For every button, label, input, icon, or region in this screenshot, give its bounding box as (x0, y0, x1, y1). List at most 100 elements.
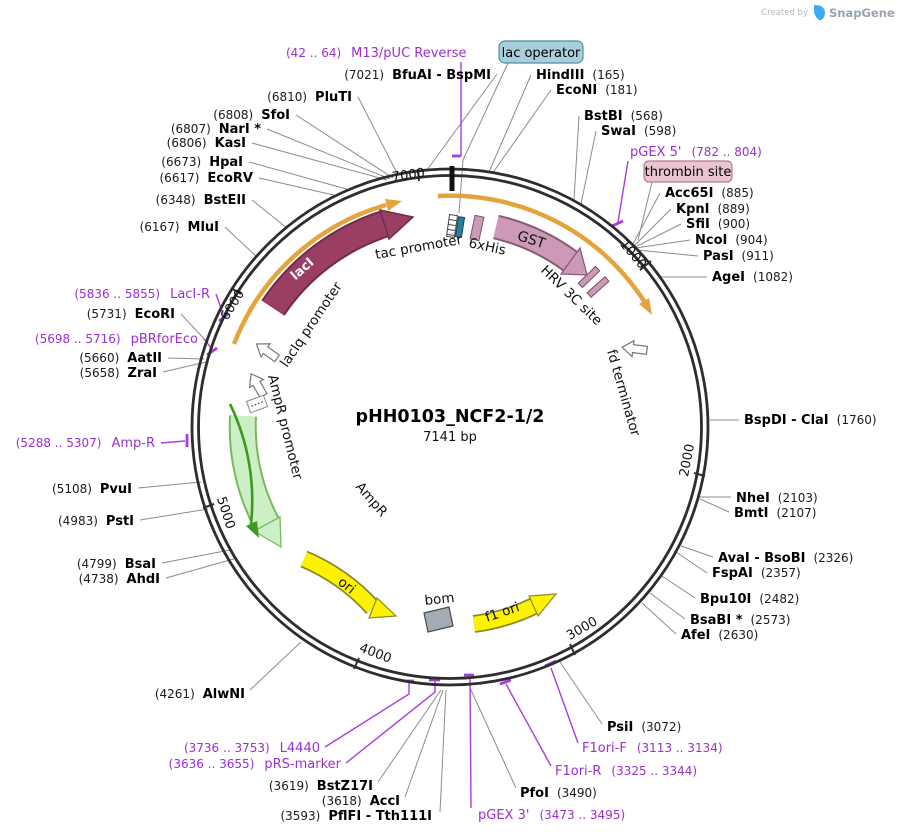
enzyme-label-bspdi-clai: BspDI - ClaI (1760) (744, 413, 877, 428)
callout-line (167, 357, 205, 360)
enzyme-label-bpu10i: Bpu10I (2482) (700, 592, 799, 607)
primer-tick (611, 219, 624, 228)
enzyme-label-pflfi-tth111i: (3593) PflFI - Tth111I (280, 809, 432, 824)
callout-line (636, 249, 699, 257)
enzyme-label-kpni: KpnI (889) (676, 202, 750, 217)
f1-ori-feature (472, 593, 558, 633)
primer-callout (617, 160, 629, 223)
enzyme-label-pasi: PasI (911) (703, 249, 774, 264)
label-box (498, 40, 584, 64)
ampr-arrowhead (252, 515, 282, 549)
callout-line (249, 641, 302, 691)
fd-terminator-arrow (621, 339, 649, 358)
ampr-promoter-band (245, 394, 269, 414)
tick-mark (353, 657, 360, 670)
promoter-arrow-icon (255, 343, 281, 363)
pink-box (469, 214, 485, 242)
enzyme-label-hindiii: HindIII (165) (536, 68, 625, 83)
hatch-line (447, 228, 456, 232)
enzyme-label-nhei: NheI (2103) (736, 491, 818, 506)
enzyme-label-acci: (3618) AccI (322, 794, 400, 809)
tick-mark (693, 472, 706, 477)
tick-label-2000: 2000 (677, 443, 698, 478)
callout-line (573, 115, 580, 201)
primer-label-laci-r: (5836 .. 5855) LacI-R (74, 287, 210, 302)
callout-line (661, 575, 696, 599)
enzyme-label-mlui: (6167) MluI (140, 220, 219, 235)
f1-ori-arrowhead (528, 593, 558, 618)
callout-line (633, 208, 672, 247)
enzyme-label-kasi: (6806) KasI (167, 136, 246, 151)
enzyme-label-bsai: (4799) BsaI (77, 557, 156, 572)
enzyme-label-aatii: (5660) AatII (79, 351, 162, 366)
callout-line (180, 313, 209, 344)
callout-line (161, 549, 231, 564)
callout-line (137, 481, 202, 489)
enzyme-label-psii: PsiI (3072) (607, 720, 681, 735)
callout-line (491, 89, 552, 175)
tick-mark (417, 168, 420, 182)
lac-operator-label: lac operator (502, 46, 581, 61)
callout-line (258, 177, 339, 197)
enzyme-label-hpai: (6673) HpaI (161, 155, 243, 170)
lacIq-promoter-arrow (255, 343, 281, 363)
enzyme-label-pfoi: PfoI (3490) (520, 786, 597, 801)
callout-line (139, 508, 209, 521)
enzyme-label-ncoi: NcoI (904) (695, 233, 768, 248)
enzyme-label-bstz17i: (3619) BstZ17I (269, 779, 373, 794)
gst-feature (492, 214, 588, 276)
ori-arrow-body (301, 552, 379, 613)
lac-operator-box (454, 216, 466, 238)
callout-line (165, 557, 238, 579)
enzyme-label-bsabi: BsaBI * (2573) (690, 613, 790, 628)
enzyme-label-pluti: (6810) PluTI (267, 90, 352, 105)
callout-line (458, 62, 509, 214)
callout-line (404, 689, 444, 798)
primer-label-m13-puc-reverse: (42 .. 64) M13/pUC Reverse (286, 46, 467, 61)
primer-callout (550, 667, 579, 744)
callout-line (377, 689, 442, 783)
primer-callout-lines (160, 62, 629, 809)
snapgene-credit: Created by SnapGene (761, 5, 895, 21)
callout-line (426, 73, 498, 171)
fd-terminator-label: fd terminator (603, 348, 643, 439)
tick-label-5000: 5000 (213, 495, 237, 531)
ori-feature (300, 550, 398, 619)
promoter-arrow-icon (248, 372, 268, 399)
enzyme-label-alwni: (4261) AlwNI (155, 687, 245, 702)
enzyme-label-swai: SwaI (598) (601, 124, 676, 139)
snapgene-logo-icon (814, 5, 825, 21)
enzyme-label-bfuai-bspmi: (7021) BfuAI - BspMI (344, 68, 491, 83)
gold-arrowhead (385, 199, 402, 211)
hatch-line (448, 223, 457, 227)
enzyme-label-psti: (4983) PstI (58, 514, 134, 529)
callout-line (439, 689, 447, 813)
lacI-feature (261, 209, 415, 316)
scale-ticks (202, 168, 706, 670)
enzyme-label-fspai: FspAI (2357) (712, 566, 801, 581)
callout-line (641, 602, 677, 635)
callout-line (266, 128, 391, 180)
enzyme-label-bmti: BmtI (2107) (734, 506, 816, 521)
gold-arrowhead (639, 298, 652, 315)
gold-arc-right (437, 193, 646, 303)
callout-line (635, 239, 691, 249)
callout-line (251, 199, 288, 229)
gold-arcs (231, 193, 652, 345)
enzyme-label-ahdi: (4738) AhdI (79, 572, 160, 587)
enzyme-label-ecori: (5731) EcoRI (87, 307, 175, 322)
primer-label-amp-r: (5288 .. 5307) Amp-R (16, 436, 155, 451)
enzyme-label-avai-bsobi: AvaI - BsoBI (2326) (718, 551, 853, 566)
primer-label-pbrforeco: (5698 .. 5716) pBRforEco (35, 332, 198, 347)
tick-label-7000: 7000 (391, 166, 426, 185)
enzyme-label-bstbi: BstBI (568) (584, 109, 663, 124)
tick-mark (202, 503, 215, 509)
primer-callout (324, 682, 410, 748)
callout-line (637, 181, 653, 241)
ori-arrowhead (368, 596, 398, 619)
callout-line (357, 96, 399, 176)
gst-arrow-body (493, 216, 577, 270)
primer-callout (469, 676, 472, 809)
primer-label-pgex5: pGEX 5' (782 .. 804) (630, 145, 762, 160)
ampr-promoter-label: AmpR promoter (264, 373, 306, 481)
